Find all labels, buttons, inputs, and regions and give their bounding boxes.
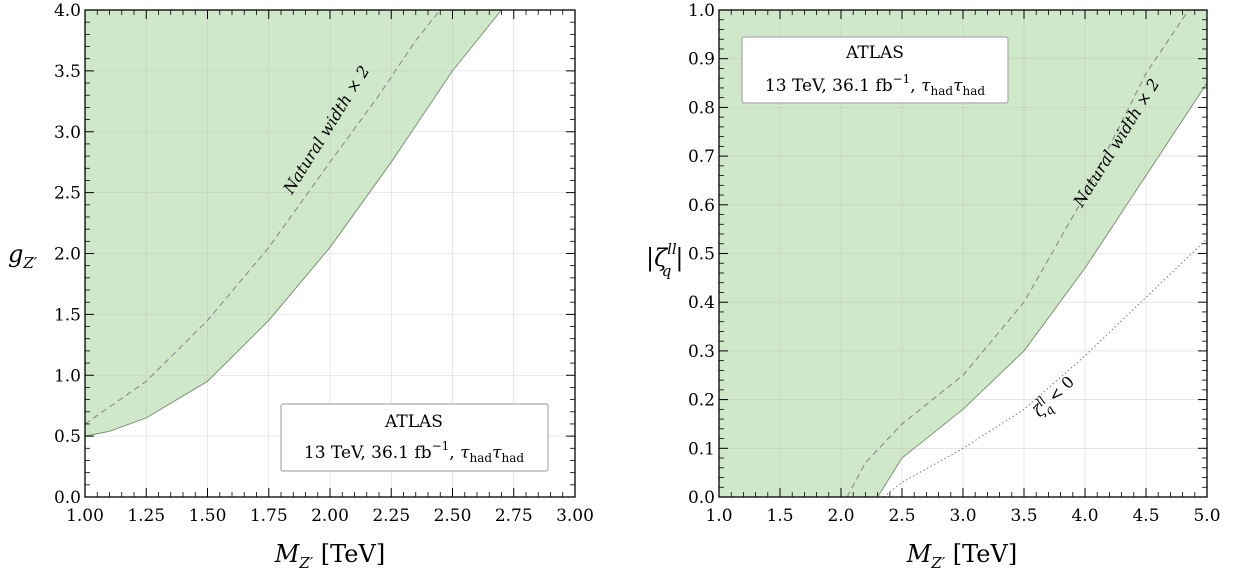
left-x-tick-label: 1.50 bbox=[189, 506, 227, 526]
left-exclusion-boundary bbox=[84, 9, 502, 437]
right-x-tick-label: 3.0 bbox=[949, 506, 976, 526]
right-y-tick-label: 0.3 bbox=[688, 342, 715, 362]
right-y-tick-label: 0.4 bbox=[688, 293, 715, 313]
right-y-tick-label: 0.8 bbox=[688, 98, 715, 118]
left-y-tick-label: 3.5 bbox=[54, 62, 81, 82]
left-x-axis-label: MZ′ [TeV] bbox=[274, 540, 385, 572]
right-atlas-box: ATLAS 13 TeV, 36.1 fb−1, τhadτhad bbox=[741, 36, 1009, 104]
right-x-tick-label: 2.0 bbox=[827, 506, 854, 526]
right-y-tick-label: 0.0 bbox=[688, 488, 715, 508]
right-exclusion-boundary bbox=[877, 82, 1208, 498]
left-atlas-box: ATLAS 13 TeV, 36.1 fb−1, τhadτhad bbox=[280, 403, 549, 472]
right-atlas-title: ATLAS bbox=[845, 43, 904, 63]
right-y-tick-label: 0.6 bbox=[688, 196, 715, 216]
left-x-tick-label: 1.00 bbox=[66, 506, 104, 526]
right-y-tick-label: 1.0 bbox=[688, 1, 715, 21]
left-y-tick-label: 1.5 bbox=[54, 305, 81, 325]
right-plot-frame bbox=[718, 9, 1208, 498]
left-y-tick-label: 0.0 bbox=[54, 488, 81, 508]
left-y-tick-label: 1.0 bbox=[54, 366, 81, 386]
right-x-tick-label: 1.0 bbox=[705, 506, 732, 526]
left-x-tick-label: 3.00 bbox=[556, 506, 594, 526]
left-x-tick-label: 1.25 bbox=[127, 506, 165, 526]
left-y-axis-label: gZ′ bbox=[8, 240, 38, 272]
left-atlas-box-frame bbox=[280, 403, 549, 472]
right-y-tick-label: 0.7 bbox=[688, 147, 715, 167]
right-x-tick-label: 1.5 bbox=[766, 506, 793, 526]
left-x-tick-label: 2.25 bbox=[372, 506, 410, 526]
right-y-tick-label: 0.5 bbox=[688, 245, 715, 265]
left-excluded-region bbox=[85, 10, 502, 437]
left-y-tick-label: 2.5 bbox=[54, 184, 81, 204]
right-x-tick-label: 4.0 bbox=[1071, 506, 1098, 526]
right-x-tick-label: 2.5 bbox=[888, 506, 915, 526]
right-natural-width-line bbox=[846, 9, 1190, 498]
right-x-axis-label: MZ′ [TeV] bbox=[906, 540, 1017, 572]
right-atlas-box-frame bbox=[741, 36, 1009, 104]
left-x-tick-label: 2.50 bbox=[434, 506, 472, 526]
left-x-tick-label: 2.75 bbox=[495, 506, 533, 526]
right-atlas-subtitle: 13 TeV, 36.1 fb−1, τhadτhad bbox=[765, 72, 985, 98]
right-panel: 1.0 1.5 2.0 2.5 3.0 3.5 4.0 4.5 5.0 0.0 0.1 0.2 0.3 0… bbox=[646, 1, 1221, 572]
right-x-tick-label: 5.0 bbox=[1193, 506, 1220, 526]
left-y-tick-label: 2.0 bbox=[54, 245, 81, 265]
left-y-tick-label: 0.5 bbox=[54, 427, 81, 447]
right-x-tick-label: 4.5 bbox=[1132, 506, 1159, 526]
left-y-tick-label: 3.0 bbox=[54, 123, 81, 143]
left-panel: 1.00 1.25 1.50 1.75 2.00 2.25 2.50 2.75 3.00 0.0 0… bbox=[8, 1, 594, 572]
svg-text:|ζllq|: |ζll q | bbox=[646, 240, 683, 280]
right-y-tick-label: 0.2 bbox=[688, 391, 715, 411]
right-zeta-negative-label: ζllq < 0 bbox=[1027, 370, 1081, 424]
left-x-tick-label: 2.00 bbox=[311, 506, 349, 526]
left-atlas-title: ATLAS bbox=[384, 412, 443, 432]
left-x-tick-label: 1.75 bbox=[250, 506, 288, 526]
right-y-axis-label: |ζll q | bbox=[646, 240, 683, 280]
left-y-tick-label: 4.0 bbox=[54, 1, 81, 21]
left-atlas-subtitle: 13 TeV, 36.1 fb−1, τhadτhad bbox=[304, 439, 524, 465]
left-plot-frame bbox=[84, 9, 576, 498]
right-y-tick-label: 0.9 bbox=[688, 50, 715, 70]
right-x-tick-label: 3.5 bbox=[1010, 506, 1037, 526]
right-y-tick-label: 0.1 bbox=[688, 439, 715, 459]
